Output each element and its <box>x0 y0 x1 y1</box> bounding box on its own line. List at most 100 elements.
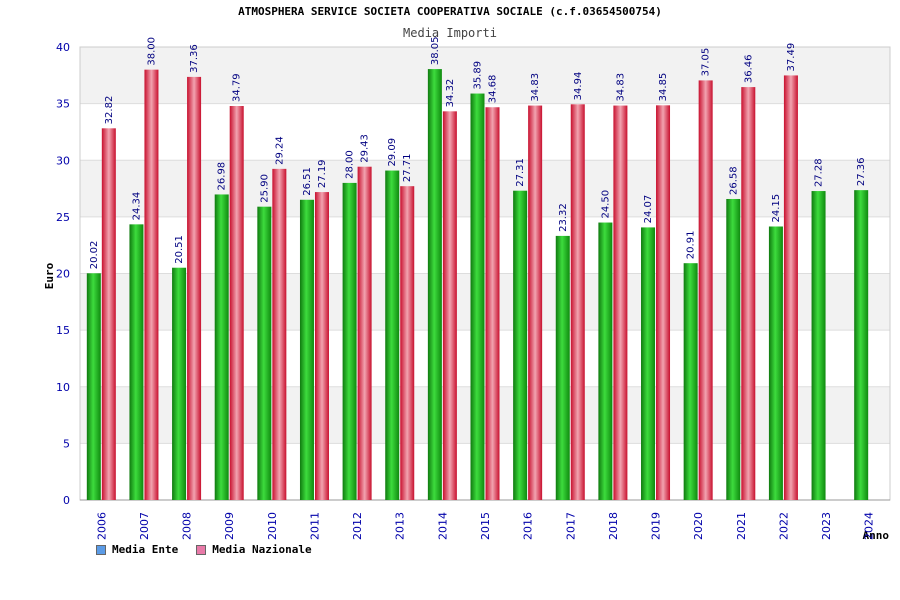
bar-media-ente-2021 <box>726 198 741 500</box>
value-label-media-nazionale-2018: 34.83 <box>615 73 626 102</box>
bar-media-ente-2018 <box>598 222 613 500</box>
plot-band <box>80 386 890 444</box>
value-label-media-ente-2014: 38.05 <box>430 36 441 65</box>
plot-band <box>80 273 890 331</box>
value-label-media-nazionale-2015: 34.68 <box>488 75 499 104</box>
y-axis-label: Euro <box>43 262 56 289</box>
bar-media-nazionale-2018 <box>613 105 628 501</box>
plot-band <box>80 443 890 500</box>
bar-media-ente-2015 <box>470 93 485 501</box>
bar-media-nazionale-2007 <box>144 69 159 501</box>
bar-media-nazionale-2014 <box>442 111 457 501</box>
x-tick-label-2009: 2009 <box>223 512 236 540</box>
value-label-media-nazionale-2021: 36.46 <box>743 54 754 83</box>
bar-media-ente-2006 <box>86 273 101 500</box>
x-tick-label-2020: 2020 <box>692 512 705 540</box>
y-tick-label: 40 <box>56 41 70 54</box>
value-label-media-nazionale-2007: 38.00 <box>146 37 157 66</box>
legend-swatch-media-nazionale <box>196 544 207 555</box>
bar-media-nazionale-2010 <box>272 168 287 500</box>
x-tick-label-2012: 2012 <box>351 512 364 540</box>
value-label-media-ente-2018: 24.50 <box>600 190 611 219</box>
bar-media-nazionale-2016 <box>528 105 543 501</box>
bar-media-ente-2024 <box>854 190 869 500</box>
x-tick-label-2022: 2022 <box>777 512 790 540</box>
bar-media-ente-2014 <box>427 69 442 501</box>
bar-media-nazionale-2009 <box>229 106 244 501</box>
y-tick-label: 5 <box>63 437 70 450</box>
x-tick-label-2008: 2008 <box>181 512 194 540</box>
bar-media-ente-2017 <box>555 235 570 500</box>
bar-media-nazionale-2008 <box>187 76 202 500</box>
legend-label-media-ente: Media Ente <box>112 543 179 556</box>
plot-band <box>80 160 890 217</box>
bar-media-ente-2013 <box>385 170 400 500</box>
value-label-media-ente-2024: 27.36 <box>856 158 867 187</box>
x-tick-label-2013: 2013 <box>394 512 407 540</box>
x-tick-label-2011: 2011 <box>308 512 321 540</box>
value-label-media-ente-2012: 28.00 <box>345 150 356 179</box>
y-tick-label: 30 <box>56 154 70 167</box>
bar-media-nazionale-2017 <box>570 104 585 500</box>
bar-media-ente-2019 <box>641 227 656 500</box>
bar-media-ente-2008 <box>172 267 187 500</box>
bar-media-ente-2009 <box>214 194 229 500</box>
y-tick-label: 10 <box>56 381 70 394</box>
x-tick-label-2019: 2019 <box>650 512 663 540</box>
bar-media-ente-2007 <box>129 224 144 501</box>
x-tick-label-2010: 2010 <box>266 512 279 540</box>
x-tick-label-2006: 2006 <box>95 512 108 540</box>
x-tick-label-2017: 2017 <box>564 512 577 540</box>
bar-media-ente-2022 <box>768 226 783 500</box>
value-label-media-nazionale-2008: 37.36 <box>189 44 200 73</box>
value-label-media-nazionale-2014: 34.32 <box>445 79 456 108</box>
legend: Media Ente Media Nazionale <box>96 543 312 556</box>
value-label-media-nazionale-2013: 27.71 <box>402 154 413 183</box>
value-label-media-nazionale-2022: 37.49 <box>786 43 797 72</box>
x-tick-label-2023: 2023 <box>820 512 833 540</box>
value-label-media-ente-2011: 26.51 <box>302 167 313 196</box>
bar-media-nazionale-2015 <box>485 107 500 501</box>
value-label-media-ente-2022: 24.15 <box>771 194 782 223</box>
legend-swatch-media-ente <box>96 544 106 555</box>
y-tick-label: 20 <box>56 268 70 281</box>
x-axis-label: Anno <box>863 529 890 542</box>
bar-media-ente-2012 <box>342 182 357 500</box>
value-label-media-nazionale-2012: 29.43 <box>360 134 371 163</box>
value-label-media-nazionale-2006: 32.82 <box>104 96 115 125</box>
x-tick-label-2015: 2015 <box>479 512 492 540</box>
y-tick-label: 0 <box>63 494 70 507</box>
chart-title: ATMOSPHERA SERVICE SOCIETA COOPERATIVA S… <box>238 5 662 18</box>
value-label-media-nazionale-2011: 27.19 <box>317 159 328 188</box>
value-label-media-nazionale-2010: 29.24 <box>274 136 285 165</box>
value-label-media-nazionale-2019: 34.85 <box>658 73 669 102</box>
x-tick-label-2024: 2024 <box>863 512 876 540</box>
x-tick-label-2014: 2014 <box>436 512 449 540</box>
bar-media-ente-2011 <box>299 199 314 501</box>
x-tick-label-2007: 2007 <box>138 512 151 540</box>
value-label-media-ente-2010: 25.90 <box>259 174 270 203</box>
value-label-media-nazionale-2009: 34.79 <box>232 73 243 102</box>
value-label-media-ente-2006: 20.02 <box>89 241 100 270</box>
x-tick-label-2021: 2021 <box>735 512 748 540</box>
bar-media-nazionale-2020 <box>698 80 713 500</box>
bar-media-nazionale-2012 <box>357 166 372 500</box>
value-label-media-ente-2009: 26.98 <box>217 162 228 191</box>
bar-media-nazionale-2013 <box>400 186 415 500</box>
y-tick-label: 15 <box>56 324 70 337</box>
y-tick-label: 25 <box>56 211 70 224</box>
plot-band <box>80 216 890 274</box>
value-label-media-ente-2008: 20.51 <box>174 235 185 264</box>
bar-media-nazionale-2019 <box>656 105 671 500</box>
value-label-media-ente-2023: 27.28 <box>814 158 825 187</box>
value-label-media-ente-2007: 24.34 <box>131 192 142 221</box>
value-label-media-ente-2016: 27.31 <box>515 158 526 187</box>
bar-media-ente-2023 <box>811 191 826 500</box>
y-tick-label: 35 <box>56 98 70 111</box>
value-label-media-nazionale-2017: 34.94 <box>573 72 584 101</box>
plot-band <box>80 103 890 161</box>
value-label-media-ente-2021: 26.58 <box>728 166 739 195</box>
x-tick-label-2016: 2016 <box>522 512 535 540</box>
x-tick-label-2018: 2018 <box>607 512 620 540</box>
